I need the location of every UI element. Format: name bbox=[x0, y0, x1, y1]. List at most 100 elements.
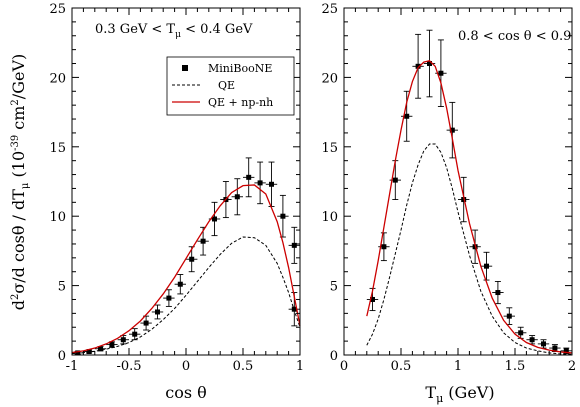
left-ytick-label: 10 bbox=[49, 210, 66, 225]
left-marker bbox=[269, 181, 274, 187]
right-xlabel-sub: μ bbox=[436, 392, 443, 405]
left-marker bbox=[280, 213, 286, 219]
right-xlabel: Tμ (GeV) bbox=[425, 383, 494, 405]
right-xtick-label: 2 bbox=[568, 359, 576, 374]
left-annotation-tail: < 0.4 GeV bbox=[181, 22, 253, 37]
left-data-point bbox=[163, 289, 175, 307]
right-marker bbox=[449, 127, 455, 133]
left-xlabel: cos θ bbox=[165, 383, 207, 402]
right-plot-frame bbox=[343, 7, 573, 356]
left-data-point bbox=[174, 274, 186, 295]
legend: MiniBooNE QE QE + np-nh bbox=[166, 56, 295, 116]
left-annotation: 0.3 GeV < Tμ < 0.4 GeV bbox=[95, 22, 253, 40]
left-data-point bbox=[231, 178, 243, 216]
legend-label-qe: QE bbox=[218, 79, 235, 92]
right-marker bbox=[484, 263, 489, 269]
left-data-point bbox=[129, 328, 141, 341]
right-data-point bbox=[480, 251, 493, 281]
right-ytick-label: 0 bbox=[330, 349, 338, 364]
right-data-point bbox=[515, 326, 527, 339]
right-marker bbox=[518, 330, 524, 336]
left-curve-qe-np-nh bbox=[71, 184, 301, 354]
left-marker bbox=[155, 309, 160, 315]
left-marker bbox=[120, 337, 126, 343]
left-marker bbox=[132, 331, 138, 337]
left-marker bbox=[200, 238, 206, 244]
left-xtick-label: -0.5 bbox=[116, 359, 141, 374]
left-data-point bbox=[186, 246, 198, 273]
right-curve-qe-np-nh bbox=[366, 60, 573, 354]
left-curve-qe bbox=[71, 236, 301, 355]
right-data-point bbox=[549, 344, 561, 352]
legend-marker-miniboone bbox=[182, 65, 188, 71]
right-curve-qe bbox=[366, 143, 573, 355]
right-data-point bbox=[423, 29, 436, 98]
right-xtick-label: 1 bbox=[454, 359, 462, 374]
right-marker bbox=[415, 63, 421, 69]
left-marker bbox=[177, 281, 183, 287]
right-marker bbox=[404, 113, 410, 119]
legend-label-miniboone: MiniBooNE bbox=[208, 62, 272, 75]
left-marker bbox=[109, 342, 115, 348]
right-ytick-label: 25 bbox=[321, 2, 338, 17]
left-xtick-label: 1 bbox=[296, 359, 304, 374]
left-annotation-sub: μ bbox=[175, 30, 181, 40]
left-data-point bbox=[151, 304, 164, 320]
left-marker bbox=[212, 216, 217, 222]
right-marker bbox=[370, 296, 375, 302]
right-marker bbox=[541, 341, 546, 347]
left-xtick-label: -1 bbox=[66, 359, 79, 374]
left-marker bbox=[291, 242, 297, 248]
left-marker bbox=[246, 174, 252, 180]
right-marker bbox=[552, 345, 558, 351]
left-ytick-label: 15 bbox=[49, 141, 66, 156]
right-data-point bbox=[401, 90, 413, 142]
left-marker bbox=[189, 256, 195, 262]
right-plot-area bbox=[366, 29, 573, 355]
right-marker bbox=[438, 70, 444, 76]
left-data-point bbox=[254, 161, 266, 205]
right-ytick-label: 10 bbox=[321, 210, 338, 225]
left-ytick-label: 25 bbox=[49, 2, 66, 17]
right-data-point bbox=[503, 307, 515, 325]
left-marker bbox=[143, 320, 149, 326]
left-plot-area bbox=[71, 157, 301, 356]
right-ytick-label: 5 bbox=[330, 280, 338, 295]
right-ytick-label: 20 bbox=[321, 71, 338, 86]
right-xtick-label: 1.5 bbox=[505, 359, 526, 374]
left-data-point bbox=[140, 315, 152, 331]
left-xtick-label: 0.5 bbox=[233, 359, 254, 374]
right-xlabel-tail: (GeV) bbox=[443, 383, 494, 402]
left-ytick-label: 5 bbox=[58, 280, 66, 295]
right-marker bbox=[392, 177, 398, 183]
legend-label-qe-npnh: QE + np-nh bbox=[208, 96, 273, 109]
right-xtick-label: 0.5 bbox=[391, 359, 412, 374]
left-marker bbox=[98, 346, 103, 352]
right-marker bbox=[506, 313, 512, 319]
left-ytick-label: 0 bbox=[58, 349, 66, 364]
right-data-point bbox=[412, 33, 424, 99]
right-marker bbox=[529, 337, 535, 343]
right-marker bbox=[381, 244, 387, 250]
right-annotation: 0.8 < cos θ < 0.9 bbox=[458, 29, 571, 44]
right-marker bbox=[495, 290, 501, 296]
left-data-point bbox=[288, 226, 300, 264]
left-ylabel: d2σ/d cosθ / dTμ (10-39 cm2/GeV) bbox=[9, 54, 31, 311]
right-data-point bbox=[537, 339, 550, 349]
right-data-point bbox=[446, 101, 458, 159]
left-marker bbox=[234, 194, 240, 200]
left-data-point bbox=[277, 194, 289, 238]
left-ytick-label: 20 bbox=[49, 71, 66, 86]
right-data-point bbox=[435, 39, 447, 107]
right-ytick-label: 15 bbox=[321, 141, 338, 156]
legend-frame bbox=[166, 56, 295, 116]
right-data-point bbox=[389, 160, 401, 200]
right-marker bbox=[563, 348, 569, 354]
right-data-point bbox=[492, 280, 504, 305]
right-xtick-label: 0 bbox=[340, 359, 348, 374]
